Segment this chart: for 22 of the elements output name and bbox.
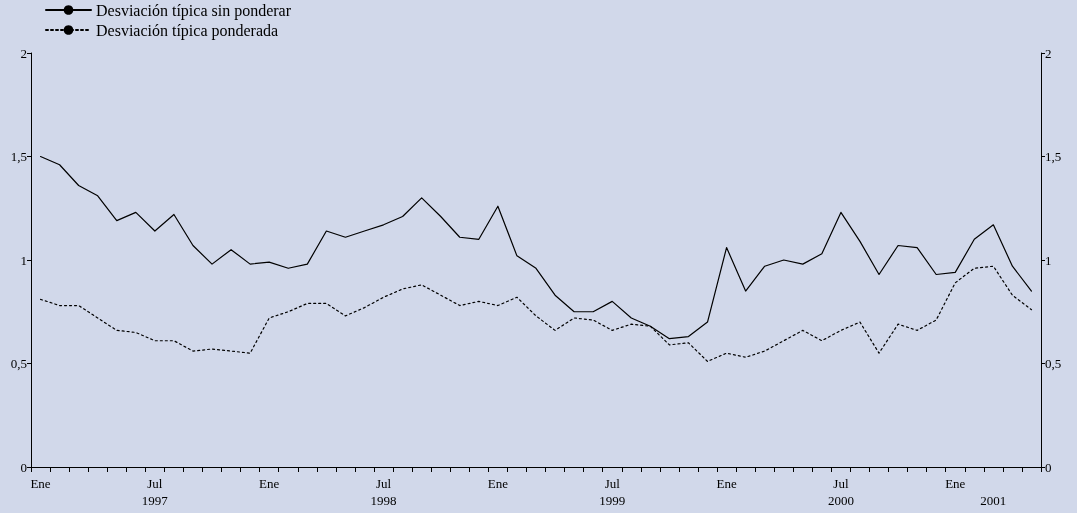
- y-tick-label: 0: [20, 459, 27, 475]
- y-tick-label: 2: [20, 45, 27, 61]
- x-tick-label: Jul 1997: [141, 476, 169, 508]
- x-tick-label: Ene: [716, 476, 737, 491]
- x-tick-label: Ene: [259, 476, 280, 491]
- y-tick-label: 1,5: [10, 149, 27, 164]
- y2-tick-label: 0,5: [1045, 356, 1062, 371]
- y-tick-label: 0,5: [10, 356, 27, 371]
- legend-label: Desviación típica sin ponderar: [96, 1, 292, 20]
- x-tick-label: Jul 1999: [599, 476, 626, 508]
- x-tick-label: 2001: [980, 493, 1007, 508]
- y2-tick-label: 2: [1045, 45, 1052, 61]
- y2-tick-label: 1,5: [1045, 149, 1062, 164]
- x-tick-label: Ene: [30, 476, 51, 491]
- x-tick-label: Ene: [945, 476, 966, 491]
- y2-tick-label: 0: [1045, 459, 1052, 475]
- y2-tick-label: 1: [1045, 252, 1052, 268]
- x-tick-label: Ene: [487, 476, 509, 491]
- y-tick-label: 1: [20, 252, 27, 268]
- x-tick-label: Jul 2000: [827, 476, 854, 508]
- legend-label: Desviación típica ponderada: [96, 21, 279, 40]
- x-tick-label: Jul 1998: [370, 476, 397, 508]
